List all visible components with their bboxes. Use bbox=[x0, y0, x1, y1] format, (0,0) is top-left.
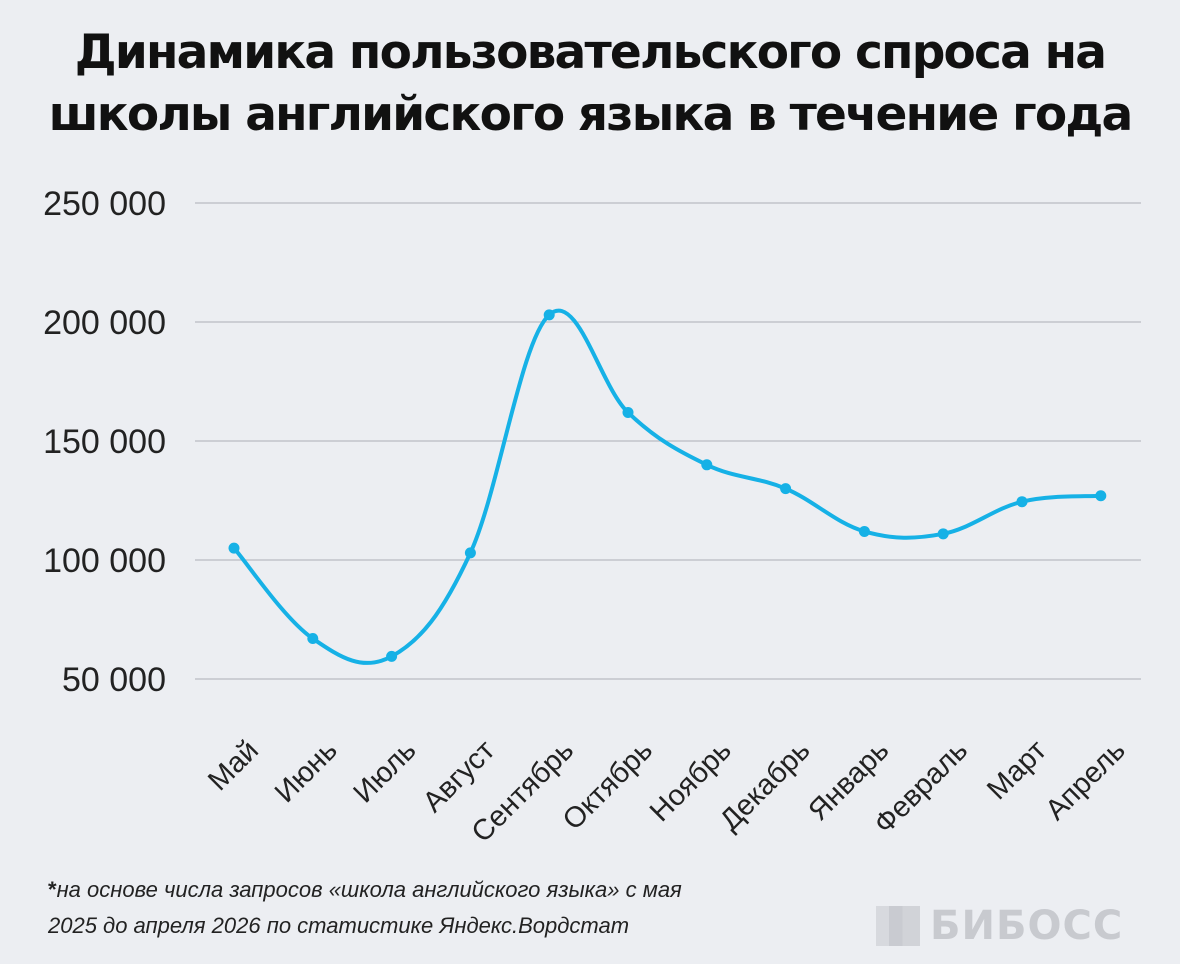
y-tick-label: 100 000 bbox=[43, 542, 166, 580]
data-point bbox=[858, 525, 870, 537]
footnote-star: * bbox=[48, 877, 57, 902]
x-axis-tick-labels: Май Июнь ИюльАвгустСентябрьОктябрьНоябрьДе… bbox=[202, 734, 1132, 848]
gridlines bbox=[195, 202, 1141, 680]
data-point bbox=[622, 406, 634, 418]
brand-logo: БИБОСС bbox=[876, 903, 1124, 949]
x-tick-label: Март bbox=[981, 734, 1053, 806]
data-point bbox=[228, 542, 240, 554]
data-point bbox=[937, 528, 949, 540]
footnote-text-1: на основе числа запросов «школа английск… bbox=[56, 877, 682, 902]
y-tick-label: 250 000 bbox=[43, 185, 166, 223]
y-tick-label: 50 000 bbox=[62, 661, 166, 699]
chart-title-line-1: Динамика пользовательского спроса на bbox=[74, 25, 1107, 80]
x-tick-label: Апрель bbox=[1040, 734, 1132, 826]
series-line bbox=[232, 308, 1101, 666]
x-tick-label: Июнь bbox=[269, 734, 344, 809]
footnote-line-2: 2025 до апреля 2026 по статистике Яндекс… bbox=[48, 913, 630, 938]
bars-logo-icon bbox=[876, 906, 920, 946]
data-point bbox=[701, 459, 713, 471]
series-demand bbox=[228, 308, 1107, 666]
data-point bbox=[1016, 496, 1028, 508]
data-point bbox=[543, 309, 555, 321]
y-tick-label: 150 000 bbox=[43, 423, 166, 461]
y-tick-label: 200 000 bbox=[43, 304, 166, 342]
footnote-line-1: *на основе числа запросов «школа английс… bbox=[48, 872, 808, 908]
x-tick-label: Июль bbox=[348, 734, 423, 809]
data-point bbox=[307, 633, 319, 645]
data-point bbox=[464, 547, 476, 559]
data-point bbox=[1095, 490, 1107, 502]
chart-title-line-2: школы английского языка в течение года bbox=[48, 87, 1134, 142]
data-point bbox=[386, 650, 398, 662]
x-tick-label: Май bbox=[202, 734, 265, 797]
footnote: *на основе числа запросов «школа английс… bbox=[48, 872, 808, 944]
brand-name: БИБОСС bbox=[930, 903, 1124, 949]
data-point bbox=[780, 483, 792, 495]
y-axis-tick-labels: 50 000 100 000 150 000 200 000 250 000 bbox=[43, 185, 166, 699]
chart-title: Динамика пользовательского спроса на шко… bbox=[0, 22, 1180, 146]
